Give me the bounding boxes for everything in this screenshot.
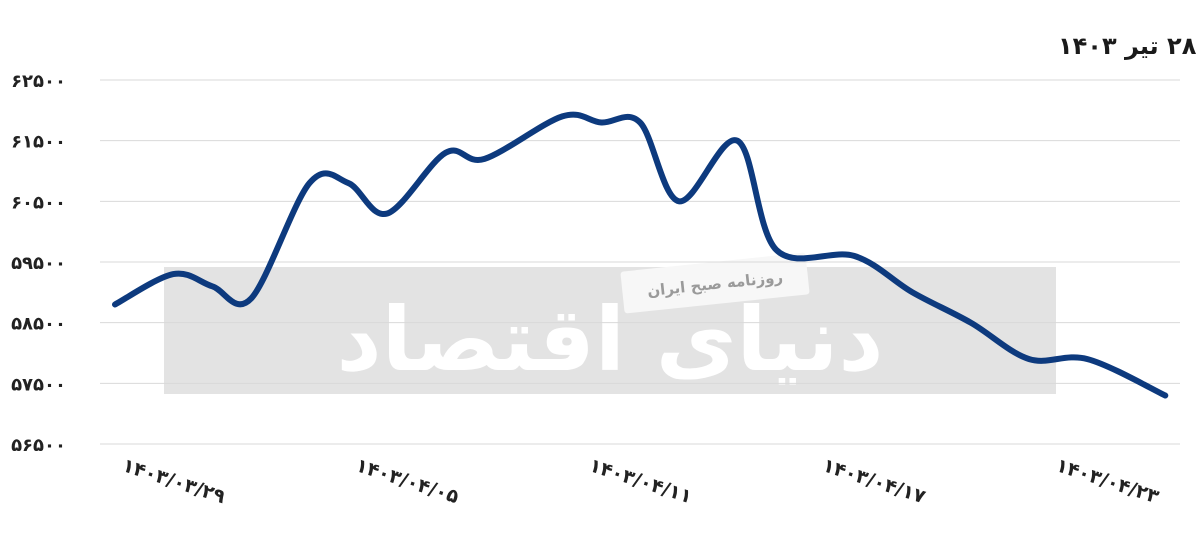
gridlines bbox=[100, 79, 1180, 445]
y-tick-label: ۶۰۵۰۰ bbox=[11, 192, 66, 213]
x-tick-label: ۱۴۰۳/۰۴/۱۱ bbox=[587, 454, 695, 508]
watermark-badge bbox=[620, 252, 810, 314]
x-tick-label: ۱۴۰۳/۰۴/۰۵ bbox=[353, 454, 462, 508]
watermark: دنیای اقتصاد روزنامه صبح ایران bbox=[164, 252, 1056, 394]
y-tick-label: ۵۹۵۰۰ bbox=[11, 253, 66, 274]
x-axis-ticks: ۱۴۰۳/۰۳/۲۹ ۱۴۰۳/۰۴/۰۵ ۱۴۰۳/۰۴/۱۱ ۱۴۰۳/۰۴/۱۷… bbox=[120, 454, 1162, 508]
y-tick-label: ۶۱۵۰۰ bbox=[11, 132, 66, 153]
x-tick-label: ۱۴۰۳/۰۳/۲۹ bbox=[120, 454, 229, 508]
x-tick-label: ۱۴۰۳/۰۴/۲۳ bbox=[1053, 454, 1162, 508]
x-tick-label: ۱۴۰۳/۰۴/۱۷ bbox=[820, 454, 929, 508]
y-axis-ticks: ۵۶۵۰۰ ۵۷۵۰۰ ۵۸۵۰۰ ۵۹۵۰۰ ۶۰۵۰۰ ۶۱۵۰۰ ۶۲۵۰۰ bbox=[11, 71, 66, 456]
y-tick-label: ۵۶۵۰۰ bbox=[11, 435, 66, 456]
y-tick-label: ۶۲۵۰۰ bbox=[11, 71, 66, 92]
watermark-text: دنیای اقتصاد bbox=[336, 288, 883, 391]
series-line bbox=[112, 111, 1169, 399]
chart-title: نمودار قیمت دلار بازار آزاد در ۳۰ روز من… bbox=[1058, 31, 1200, 60]
y-tick-label: ۵۷۵۰۰ bbox=[11, 374, 66, 395]
y-tick-label: ۵۸۵۰۰ bbox=[11, 314, 66, 335]
